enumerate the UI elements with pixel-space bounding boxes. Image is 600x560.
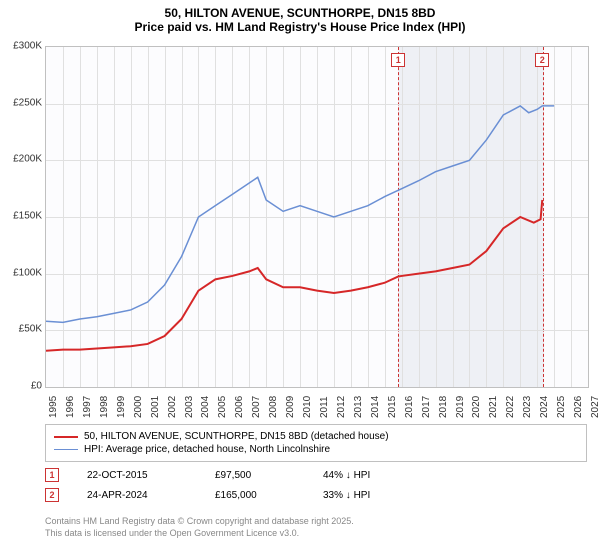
x-tick-label: 2000 [133, 396, 144, 418]
chart-marker: 2 [535, 53, 549, 67]
x-tick-label: 2024 [539, 396, 550, 418]
y-tick-label: £0 [31, 381, 42, 392]
x-tick-label: 2022 [505, 396, 516, 418]
x-tick-label: 2003 [184, 396, 195, 418]
x-tick-label: 2026 [573, 396, 584, 418]
series-hpi [46, 106, 554, 322]
x-tick-label: 2025 [556, 396, 567, 418]
x-tick-label: 2005 [217, 396, 228, 418]
chart-marker: 1 [391, 53, 405, 67]
legend-swatch [54, 436, 78, 438]
x-tick-label: 2013 [353, 396, 364, 418]
legend-swatch [54, 449, 78, 451]
chart-lines [46, 47, 588, 387]
x-tick-label: 1999 [116, 396, 127, 418]
x-tick-label: 2010 [302, 396, 313, 418]
x-tick-label: 1998 [99, 396, 110, 418]
x-tick-label: 1996 [65, 396, 76, 418]
x-tick-label: 2008 [268, 396, 279, 418]
legend-label: 50, HILTON AVENUE, SCUNTHORPE, DN15 8BD … [84, 431, 389, 442]
x-tick-label: 2014 [370, 396, 381, 418]
info-price: £97,500 [215, 470, 295, 481]
x-tick-label: 2018 [438, 396, 449, 418]
chart-title: 50, HILTON AVENUE, SCUNTHORPE, DN15 8BD … [0, 0, 600, 34]
y-tick-label: £300K [13, 41, 42, 52]
x-tick-label: 2004 [200, 396, 211, 418]
x-tick-label: 2006 [234, 396, 245, 418]
x-tick-label: 2011 [319, 396, 330, 418]
x-tick-label: 1997 [82, 396, 93, 418]
title-line1: 50, HILTON AVENUE, SCUNTHORPE, DN15 8BD [0, 6, 600, 20]
info-price: £165,000 [215, 490, 295, 501]
x-tick-label: 2015 [387, 396, 398, 418]
x-tick-label: 2017 [421, 396, 432, 418]
x-tick-label: 2001 [150, 396, 161, 418]
x-tick-label: 1995 [48, 396, 59, 418]
title-line2: Price paid vs. HM Land Registry's House … [0, 20, 600, 34]
footer-line1: Contains HM Land Registry data © Crown c… [45, 516, 354, 528]
info-row: 1 22-OCT-2015 £97,500 44% ↓ HPI [45, 468, 587, 482]
series-price_paid [46, 200, 542, 351]
x-tick-label: 2019 [455, 396, 466, 418]
x-tick-label: 2009 [285, 396, 296, 418]
info-marker: 1 [45, 468, 59, 482]
info-marker: 2 [45, 488, 59, 502]
info-table: 1 22-OCT-2015 £97,500 44% ↓ HPI 2 24-APR-2024… [45, 468, 587, 508]
x-tick-label: 2016 [404, 396, 415, 418]
info-date: 22-OCT-2015 [87, 470, 187, 481]
info-pct: 33% ↓ HPI [323, 490, 423, 501]
footer-line2: This data is licensed under the Open Gov… [45, 528, 354, 540]
x-tick-label: 2002 [167, 396, 178, 418]
y-tick-label: £50K [19, 324, 42, 335]
legend: 50, HILTON AVENUE, SCUNTHORPE, DN15 8BD … [45, 424, 587, 462]
x-tick-label: 2027 [590, 396, 600, 418]
y-tick-label: £250K [13, 97, 42, 108]
x-tick-label: 2007 [251, 396, 262, 418]
x-tick-label: 2012 [336, 396, 347, 418]
legend-row: HPI: Average price, detached house, Nort… [54, 444, 578, 455]
x-tick-label: 2023 [522, 396, 533, 418]
legend-label: HPI: Average price, detached house, Nort… [84, 444, 330, 455]
info-pct: 44% ↓ HPI [323, 470, 423, 481]
x-tick-label: 2021 [488, 396, 499, 418]
chart-container: 50, HILTON AVENUE, SCUNTHORPE, DN15 8BD … [0, 0, 600, 560]
y-tick-label: £150K [13, 211, 42, 222]
info-row: 2 24-APR-2024 £165,000 33% ↓ HPI [45, 488, 587, 502]
footer: Contains HM Land Registry data © Crown c… [45, 516, 354, 539]
y-tick-label: £100K [13, 267, 42, 278]
plot-area: 12 [45, 46, 589, 388]
info-date: 24-APR-2024 [87, 490, 187, 501]
legend-row: 50, HILTON AVENUE, SCUNTHORPE, DN15 8BD … [54, 431, 578, 442]
y-tick-label: £200K [13, 154, 42, 165]
x-tick-label: 2020 [471, 396, 482, 418]
